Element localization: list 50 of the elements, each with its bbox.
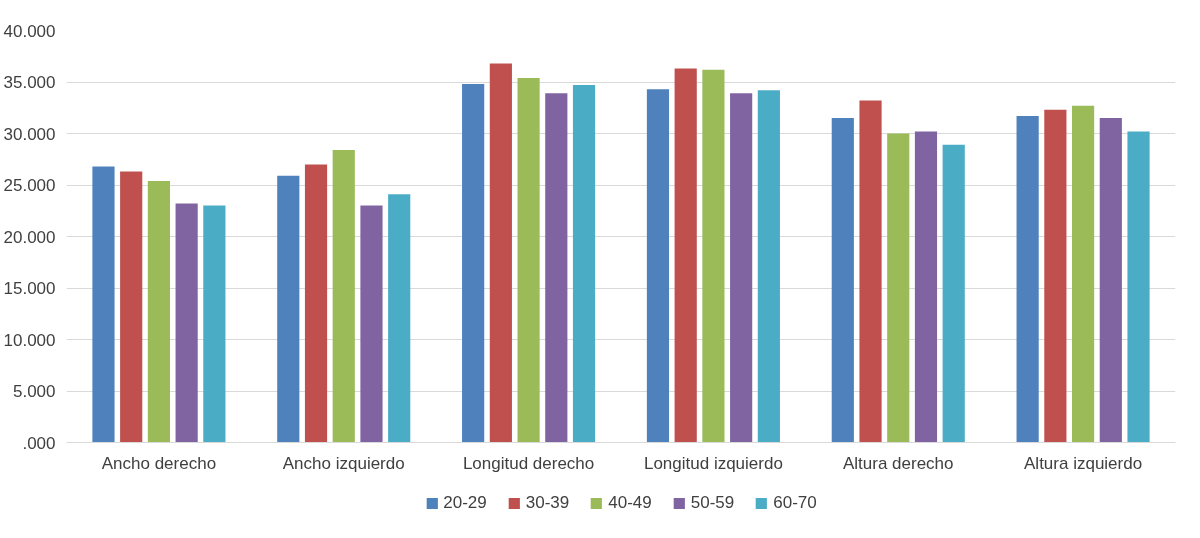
legend-label: 50-59 [690,492,735,513]
bar [730,93,753,443]
x-tick-label: Ancho derecho [101,453,217,473]
bar [517,77,540,443]
bar [147,180,171,443]
y-tick-label: 15.000 [3,279,56,298]
y-tick-label: 25.000 [3,176,56,195]
bar [545,93,568,443]
bar [572,85,596,443]
bar [1127,131,1150,443]
x-tick-label: Ancho izquierdo [282,453,405,473]
bar [914,131,938,443]
bar [757,90,780,443]
y-tick-label: 35.000 [3,73,56,92]
bar [304,164,328,443]
y-tick-label: 30.000 [3,124,56,144]
x-tick-label: Altura derecho [842,453,954,473]
bar [120,171,143,443]
y-tick-label: 40.000 [3,21,56,41]
bar [1071,105,1095,443]
bar [277,175,300,443]
bar [831,118,854,443]
bar [462,84,485,443]
bar [702,69,725,443]
x-tick-label: Altura izquierdo [1024,453,1143,473]
bar [360,205,383,443]
y-tick-label: 10.000 [3,330,56,350]
bar [859,100,882,443]
bar [942,144,965,443]
bar [92,166,115,443]
y-tick-label: 5.000 [12,382,56,401]
legend-label: 60-70 [773,492,817,513]
legend-label: 30-39 [525,492,570,513]
bar [332,149,355,443]
legend-label: 40-49 [608,492,652,513]
bar [489,63,512,443]
bar [203,205,226,443]
bar [1099,118,1122,443]
bar [887,133,910,443]
y-tick-label: 20.000 [3,227,56,247]
bar [646,89,670,443]
legend-label: 20-29 [443,492,487,513]
bar [1044,109,1067,443]
x-tick-label: Longitud izquierdo [643,453,783,473]
bar [1016,115,1039,443]
bar [175,203,198,443]
bar [388,194,411,443]
y-tick-label: .000 [22,433,56,453]
bar [674,68,697,443]
x-tick-label: Longitud derecho [462,453,595,473]
